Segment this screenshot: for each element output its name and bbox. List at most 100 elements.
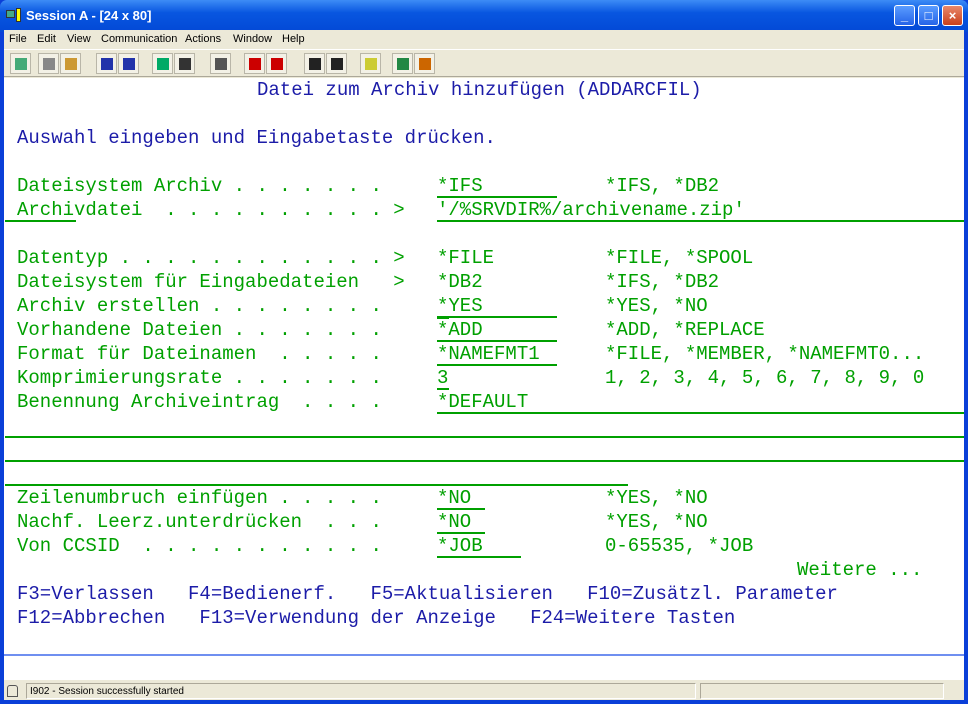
komprimierungsrate-label: Komprimierungsrate . . . . . . . [17, 367, 405, 389]
copy-icon [43, 58, 55, 70]
window-body: File Edit View Communication Actions Win… [4, 30, 964, 700]
terminal-screen[interactable]: Datei zum Archiv hinzufügen (ADDARCFIL) … [4, 78, 964, 680]
datentyp-options: *FILE, *SPOOL [605, 247, 754, 269]
leerz-unterdruecken-label: Nachf. Leerz.unterdrücken . . . [17, 511, 405, 533]
zeilenumbruch-underline [437, 508, 485, 510]
minimize-button[interactable]: _ [894, 5, 915, 26]
toolbar [4, 49, 964, 77]
macro-icon [179, 58, 191, 70]
clipboard-icon [365, 58, 377, 70]
dateisystem-eingabe-label: Dateisystem für Eingabedateien > [17, 271, 405, 293]
play-button[interactable] [304, 53, 325, 74]
komprimierungsrate-options: 1, 2, 3, 4, 5, 6, 7, 8, 9, 0 [605, 367, 925, 389]
macro-button[interactable] [174, 53, 195, 74]
archivdatei-label: Archivdatei . . . . . . . . . . > [17, 199, 405, 221]
lock-icon [7, 685, 18, 697]
menu-actions[interactable]: Actions [185, 33, 222, 45]
play-icon [309, 58, 321, 70]
menu-edit[interactable]: Edit [37, 33, 56, 45]
dateisystem-eingabe-input[interactable]: *DB2 [437, 271, 483, 293]
menu-communication[interactable]: Communication [101, 33, 178, 45]
menu-bar: File Edit View Communication Actions Win… [4, 30, 964, 48]
benennung-continuation-1 [5, 436, 964, 438]
stop-button[interactable] [326, 53, 347, 74]
dateisystem-archiv-underline [437, 196, 557, 198]
globe-help-button[interactable] [392, 53, 413, 74]
send-icon [101, 58, 113, 70]
stop-icon [331, 58, 343, 70]
help-button[interactable] [414, 53, 435, 74]
display-button[interactable] [10, 53, 31, 74]
instruction-text: Auswahl eingeben und Eingabetaste drücke… [17, 127, 496, 149]
format-dateinamen-label: Format für Dateinamen . . . . . [17, 343, 405, 365]
dateisystem-archiv-options: *IFS, *DB2 [605, 175, 720, 197]
vorhandene-dateien-label: Vorhandene Dateien . . . . . . . [17, 319, 405, 341]
leerz-unterdruecken-underline [437, 532, 485, 534]
globe-help-icon [397, 58, 409, 70]
von-ccsid-underline [437, 556, 521, 558]
status-message: I902 - Session successfully started [26, 683, 696, 699]
vorhandene-dateien-input[interactable]: *ADD [437, 319, 483, 341]
zeilenumbruch-input[interactable]: *NO [437, 487, 472, 509]
play-macro-button[interactable] [244, 53, 265, 74]
datentyp-label: Datentyp . . . . . . . . . . . . > [17, 247, 405, 269]
leerz-unterdruecken-options: *YES, *NO [605, 511, 708, 533]
menu-help[interactable]: Help [282, 33, 305, 45]
receive-button[interactable] [118, 53, 139, 74]
function-keys-line-2: F12=Abbrechen F13=Verwendung der Anzeige… [17, 607, 736, 629]
send-button[interactable] [96, 53, 117, 74]
menu-view[interactable]: View [67, 33, 91, 45]
benennung-continuation-2 [5, 460, 964, 462]
title-bar: Session A - [24 x 80] _ □ × [0, 0, 968, 32]
zeilenumbruch-label: Zeilenumbruch einfügen . . . . . [17, 487, 405, 509]
paste-icon [65, 58, 77, 70]
function-keys-line-1: F3=Verlassen F4=Bedienerf. F5=Aktualisie… [17, 583, 838, 605]
benennung-archiveintrag-underline [437, 412, 964, 414]
format-dateinamen-options: *FILE, *MEMBER, *NAMEFMT0... [605, 343, 925, 365]
window-title: Session A - [24 x 80] [26, 8, 152, 23]
vorhandene-dateien-options: *ADD, *REPLACE [605, 319, 765, 341]
screen-title: Datei zum Archiv hinzufügen (ADDARCFIL) [257, 79, 702, 101]
archiv-erstellen-options: *YES, *NO [605, 295, 708, 317]
dateisystem-eingabe-options: *IFS, *DB2 [605, 271, 720, 293]
format-dateinamen-underline [437, 364, 557, 366]
status-bar: I902 - Session successfully started [4, 682, 964, 700]
record-macro-button[interactable] [266, 53, 287, 74]
text-cursor [437, 316, 449, 319]
play-macro-icon [249, 58, 261, 70]
leerz-unterdruecken-input[interactable]: *NO [437, 511, 472, 533]
datentyp-input[interactable]: *FILE [437, 247, 495, 269]
paste-button[interactable] [60, 53, 81, 74]
maximize-button[interactable]: □ [918, 5, 939, 26]
archivdatei-continuation [5, 220, 76, 222]
archiv-erstellen-label: Archiv erstellen . . . . . . . . [17, 295, 405, 317]
von-ccsid-input[interactable]: *JOB [437, 535, 483, 557]
archivdatei-underline [437, 220, 964, 222]
clipboard-button[interactable] [360, 53, 381, 74]
archiv-erstellen-input[interactable]: *YES [437, 295, 483, 317]
dateisystem-archiv-input[interactable]: *IFS [437, 175, 483, 197]
format-dateinamen-input[interactable]: *NAMEFMT1 [437, 343, 540, 365]
screen-separator [4, 654, 964, 656]
transfer-button[interactable] [152, 53, 173, 74]
menu-file[interactable]: File [9, 33, 27, 45]
copy-button[interactable] [38, 53, 59, 74]
menu-window[interactable]: Window [233, 33, 273, 45]
keyboard-button[interactable] [210, 53, 231, 74]
komprimierungsrate-input[interactable]: 3 [437, 367, 449, 389]
benennung-continuation-3 [5, 484, 628, 486]
vorhandene-dateien-underline [437, 340, 557, 342]
zeilenumbruch-options: *YES, *NO [605, 487, 708, 509]
archivdatei-input[interactable]: '/%SRVDIR%/archivename.zip' [437, 199, 745, 221]
archiv-erstellen-underline [437, 316, 557, 318]
benennung-archiveintrag-input[interactable]: *DEFAULT [437, 391, 529, 413]
receive-icon [123, 58, 135, 70]
dateisystem-archiv-label: Dateisystem Archiv . . . . . . . [17, 175, 405, 197]
von-ccsid-label: Von CCSID . . . . . . . . . . . [17, 535, 405, 557]
status-panel [700, 683, 944, 699]
close-button[interactable]: × [942, 5, 963, 26]
display-icon [15, 58, 27, 70]
keyboard-icon [215, 58, 227, 70]
record-macro-icon [271, 58, 283, 70]
more-indicator: Weitere ... [797, 559, 923, 581]
